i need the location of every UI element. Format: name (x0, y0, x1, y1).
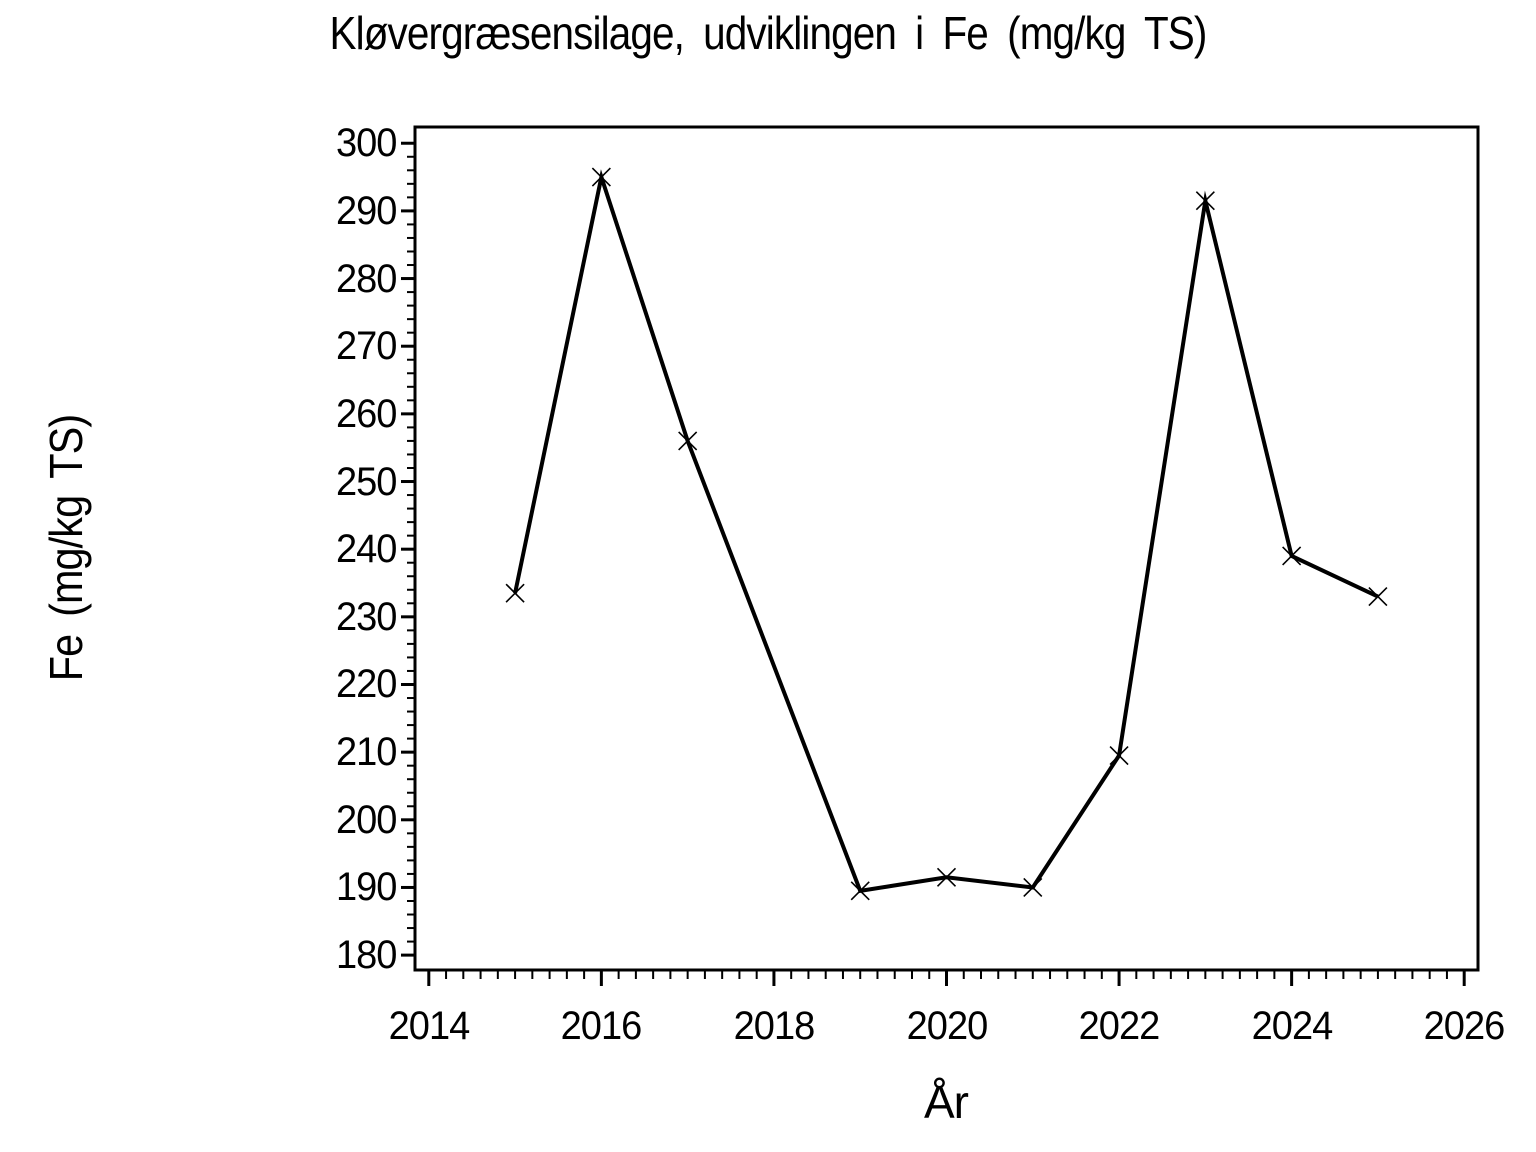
y-tick-label: 210 (335, 730, 398, 775)
x-tick-label: 2026 (1423, 1004, 1506, 1048)
data-point-marker (936, 867, 957, 887)
data-point-markers (505, 167, 1388, 901)
data-point-marker (1023, 877, 1043, 898)
data-point-marker (1109, 745, 1129, 766)
y-tick-label: 190 (335, 865, 398, 910)
y-tick-label: 280 (335, 256, 398, 301)
y-tick-label: 180 (335, 933, 398, 978)
data-line (513, 169, 1379, 894)
y-tick-label: 240 (335, 527, 398, 572)
y-tick-label: 220 (335, 662, 398, 707)
chart-title: Kløvergræsensilage, udviklingen i Fe (mg… (329, 7, 1207, 59)
x-tick-label: 2014 (388, 1004, 470, 1048)
x-tick-label: 2020 (906, 1004, 988, 1048)
axis-ticks (401, 141, 1466, 986)
data-point-marker (850, 881, 870, 901)
x-tick-label: 2016 (560, 1004, 643, 1048)
data-point-marker (591, 167, 611, 187)
plot-frame (413, 125, 1480, 972)
data-point-marker (678, 431, 698, 451)
x-tick-label: 2022 (1078, 1004, 1161, 1048)
y-tick-label: 290 (335, 188, 398, 233)
y-tick-label: 270 (335, 324, 398, 369)
data-point-marker (1282, 546, 1302, 566)
y-tick-label: 250 (335, 459, 398, 504)
x-tick-label: 2018 (733, 1004, 816, 1048)
x-tick-label: 2024 (1251, 1004, 1333, 1048)
data-point-marker (1368, 586, 1388, 607)
y-tick-label: 200 (335, 797, 398, 842)
x-axis-label: År (924, 1076, 969, 1128)
y-tick-label: 260 (335, 391, 398, 436)
y-tick-label: 230 (335, 594, 398, 639)
data-point-marker (505, 583, 525, 603)
data-point-marker (1195, 191, 1215, 211)
y-tick-label: 300 (335, 121, 398, 166)
